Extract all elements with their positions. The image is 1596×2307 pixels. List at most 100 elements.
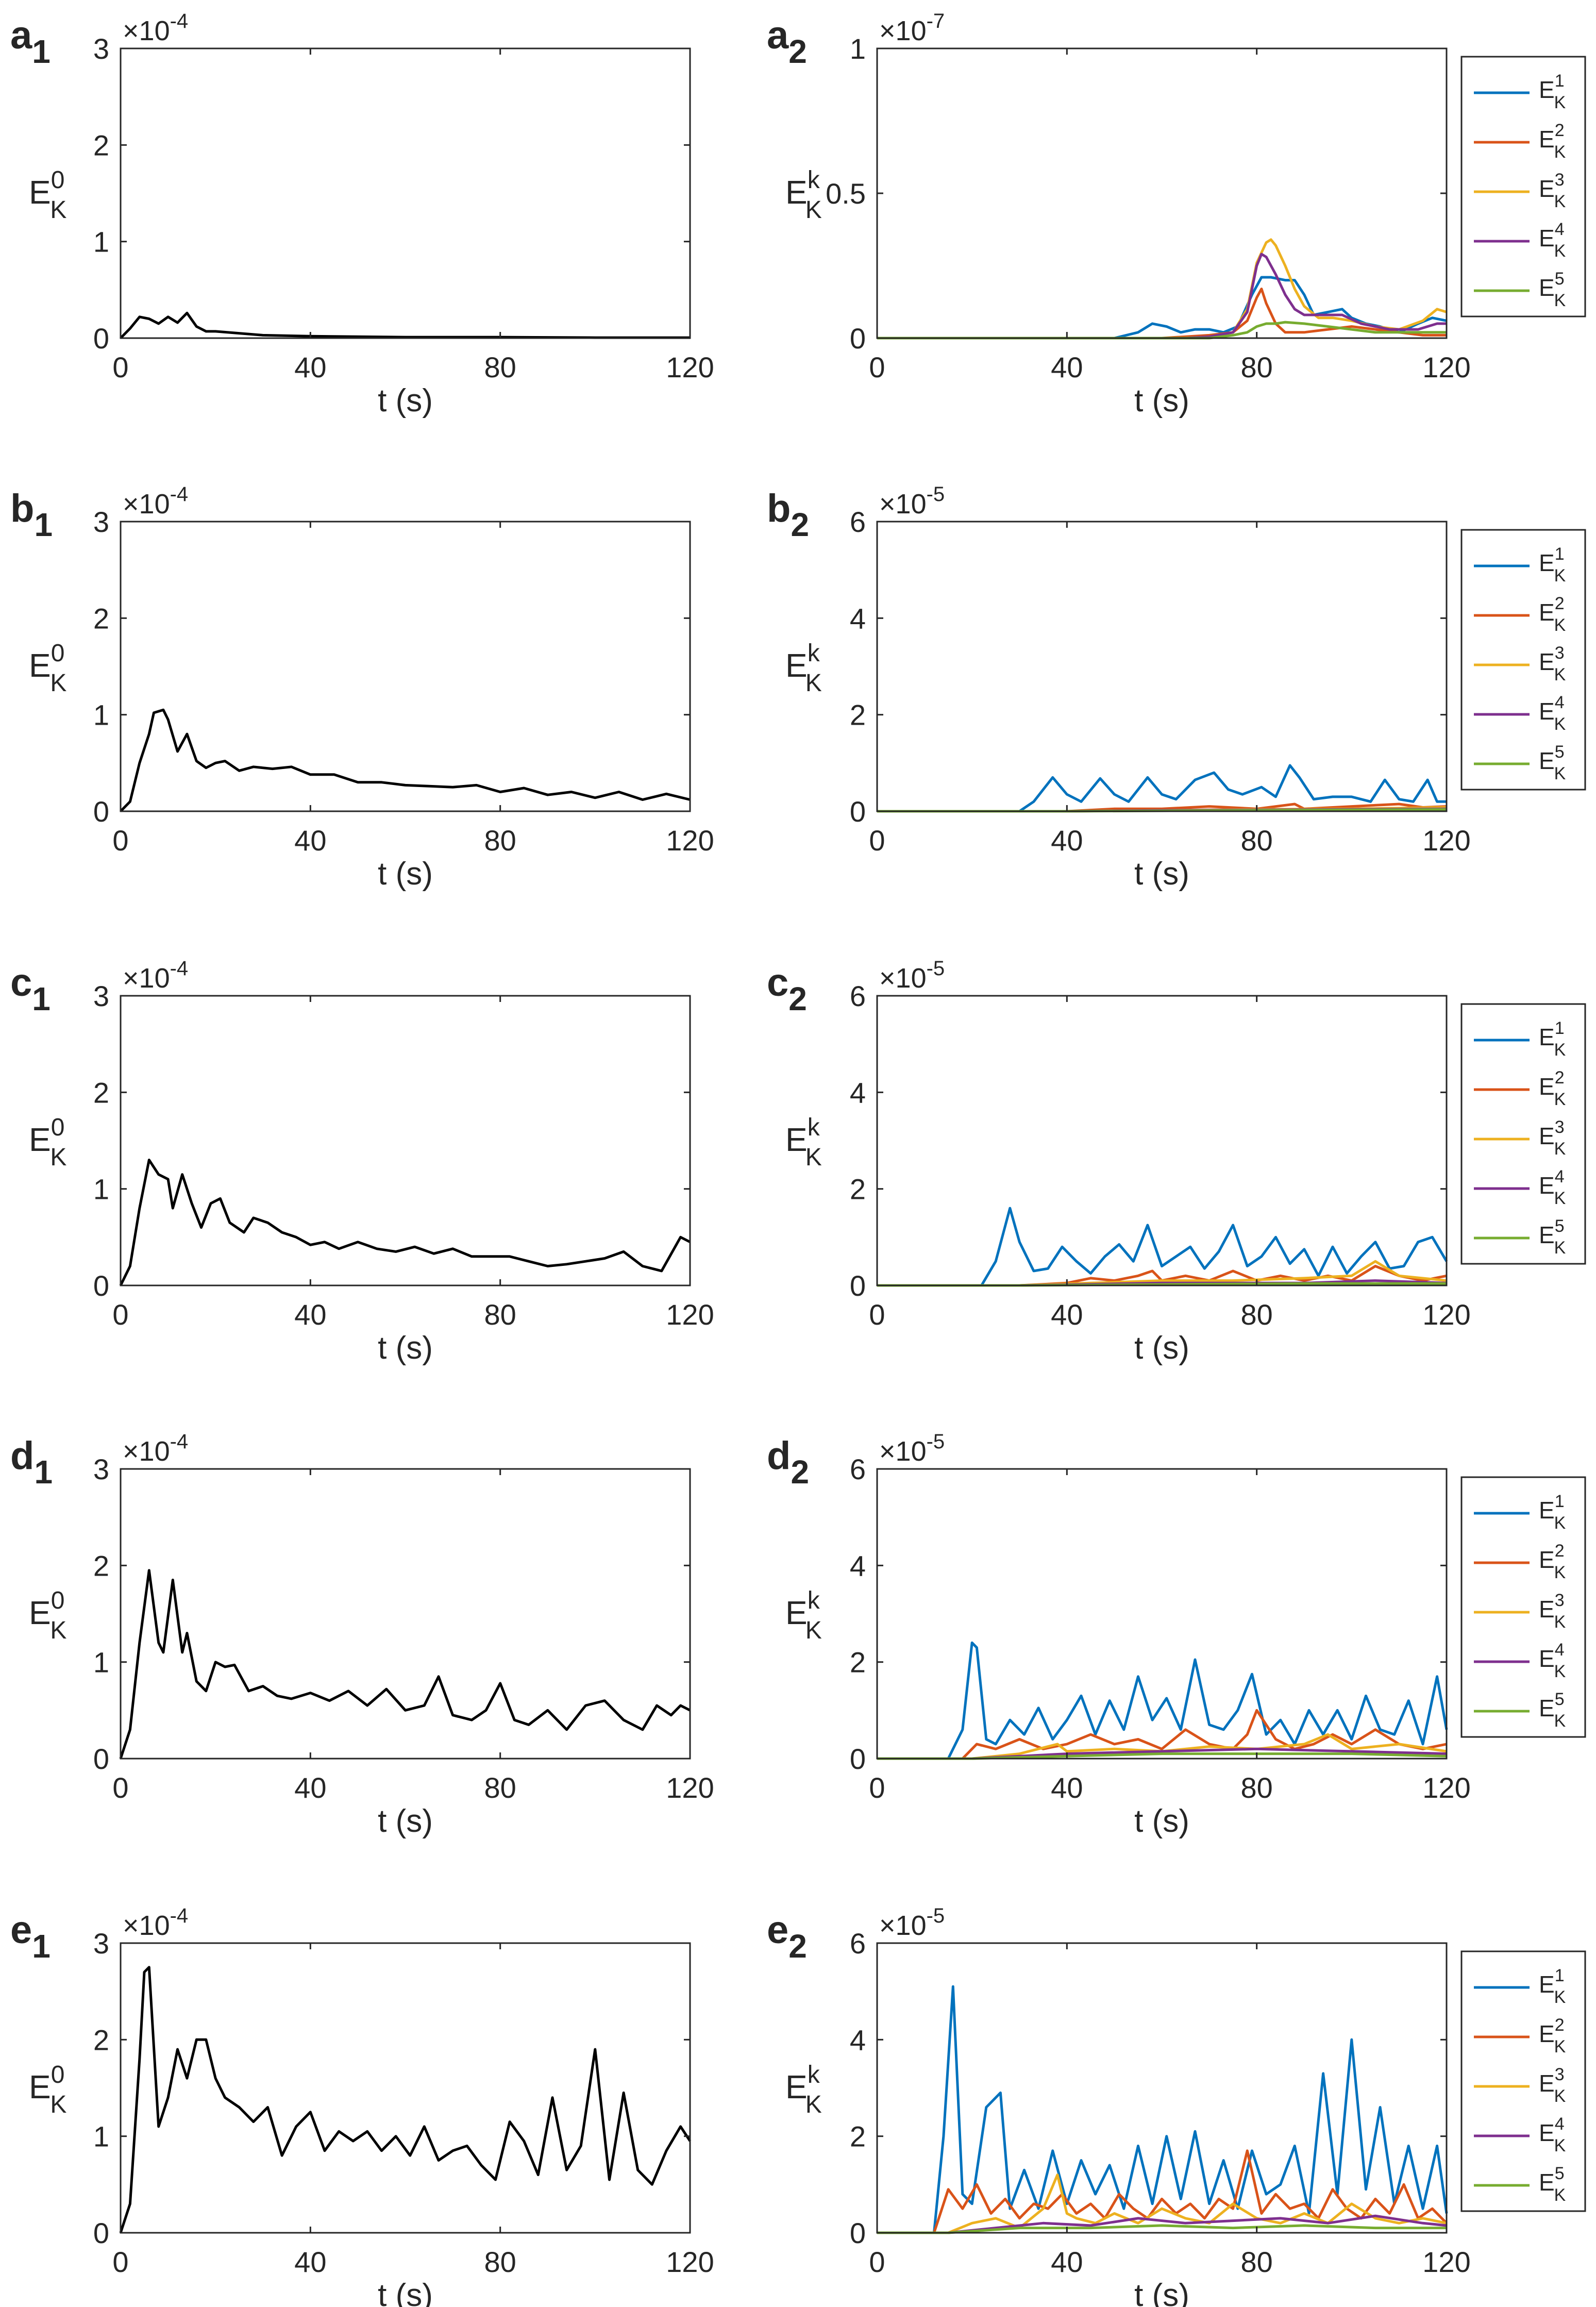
legend-label-sup-c2-1: 1	[1555, 1018, 1565, 1038]
legend-label-base-c2-5: E	[1539, 1222, 1555, 1248]
legend-label-b2-5: E5 K	[1539, 742, 1566, 783]
panel-label-e1: e1	[10, 1908, 51, 1965]
legend-label-sub-c2-2: K	[1554, 1090, 1566, 1109]
legend-label-e2-2: E2 K	[1539, 2015, 1566, 2057]
legend-label-base-a2-1: E	[1539, 76, 1555, 103]
x-tick-label-e1-0: 0	[112, 2246, 128, 2278]
panel-letter-d2: d	[767, 1434, 791, 1478]
y-axis-label-base-c1: E	[29, 1121, 51, 1158]
y-tick-label-b2-6: 6	[850, 506, 866, 538]
y-axis-label-base-b1: E	[29, 647, 51, 684]
plot-area-d1	[121, 1469, 690, 1759]
panel-number-d2: 2	[791, 1453, 809, 1491]
legend-label-base-b2-5: E	[1539, 747, 1555, 774]
legend-label-base-c2-1: E	[1539, 1024, 1555, 1050]
y-multiplier-base-e2: ×10	[879, 1910, 927, 1941]
x-axis-label-e2: t (s)	[1134, 2278, 1189, 2307]
y-axis-label-e1: E0 K	[29, 2061, 66, 2118]
legend-label-d2-4: E4 K	[1539, 1640, 1566, 1681]
y-multiplier-exponent-e2: -5	[927, 1904, 945, 1927]
y-tick-label-c2-4: 4	[850, 1076, 866, 1109]
legend-label-base-a2-3: E	[1539, 175, 1555, 202]
x-axis-label-c2: t (s)	[1134, 1330, 1189, 1366]
x-tick-label-a1-120: 120	[666, 351, 714, 383]
y-multiplier-base-a1: ×10	[123, 15, 170, 46]
panel-label-c2: c2	[767, 961, 807, 1017]
legend-label-base-b2-1: E	[1539, 549, 1555, 576]
legend-label-sub-e2-2: K	[1554, 2037, 1566, 2057]
y-tick-label-e1-3: 3	[93, 1927, 109, 1960]
series-line-a2-E5K	[877, 321, 1447, 340]
panel-number-a1: 1	[32, 33, 51, 70]
panel-number-b1: 1	[34, 506, 53, 543]
x-tick-label-b1-120: 120	[666, 824, 714, 857]
panel-letter-b1: b	[10, 487, 34, 530]
y-axis-label-c1: E0 K	[29, 1114, 66, 1171]
legend-label-b2-3: E3 K	[1539, 643, 1566, 684]
legend-label-base-e2-2: E	[1539, 2020, 1555, 2047]
x-tick-label-d1-80: 80	[484, 1771, 516, 1804]
y-tick-label-a1-2: 2	[93, 129, 109, 161]
y-tick-label-c2-6: 6	[850, 980, 866, 1012]
series-line-e2-E5K	[877, 2224, 1447, 2234]
y-multiplier-exponent-c1: -4	[170, 957, 189, 980]
y-multiplier-exponent-d2: -5	[927, 1430, 945, 1453]
legend-label-sub-c2-4: K	[1554, 1189, 1566, 1208]
x-tick-label-b2-120: 120	[1422, 824, 1470, 857]
y-axis-label-sub-d1: K	[50, 1617, 66, 1644]
legend-label-sup-e2-4: 4	[1555, 2114, 1565, 2134]
y-tick-label-e2-6: 6	[850, 1927, 866, 1960]
legend-label-base-b2-3: E	[1539, 648, 1555, 675]
legend-label-base-a2-2: E	[1539, 126, 1555, 153]
legend-label-sub-a2-2: K	[1554, 142, 1566, 162]
series-line-c1-E0K	[119, 1159, 691, 1286]
y-axis-label-a2: Ek K	[785, 166, 822, 224]
legend-label-base-d2-1: E	[1539, 1497, 1555, 1524]
panel-number-a2: 2	[788, 33, 807, 70]
y-axis-label-sub-a1: K	[50, 196, 66, 224]
legend-label-sub-b2-1: K	[1554, 566, 1566, 586]
panel-letter-a2: a	[767, 13, 789, 57]
x-axis-label-e1: t (s)	[378, 2278, 433, 2307]
x-tick-label-b2-80: 80	[1241, 824, 1273, 857]
legend-label-base-e2-3: E	[1539, 2070, 1555, 2097]
x-tick-label-a1-80: 80	[484, 351, 516, 383]
legend-label-sub-a2-4: K	[1554, 241, 1566, 261]
x-tick-label-b2-40: 40	[1051, 824, 1083, 857]
legend-b2: E1 KE2 KE3 KE4 KE5 K	[1460, 529, 1586, 791]
series-line-a1-E0K	[120, 311, 690, 339]
legend-label-sup-d2-3: 3	[1555, 1591, 1565, 1610]
legend-label-sub-a2-3: K	[1554, 192, 1566, 211]
legend-label-e2-5: E5 K	[1539, 2164, 1566, 2205]
y-tick-label-d2-2: 2	[850, 1646, 866, 1679]
y-tick-label-c1-2: 2	[93, 1076, 109, 1109]
legend-label-sub-d2-4: K	[1554, 1662, 1566, 1681]
y-tick-label-b2-2: 2	[850, 699, 866, 731]
x-tick-label-b1-40: 40	[294, 824, 326, 857]
series-line-d2-E3K	[877, 1733, 1447, 1760]
plot-area-d2	[877, 1469, 1447, 1759]
legend-label-sup-c2-2: 2	[1555, 1068, 1565, 1088]
legend-label-sub-d2-1: K	[1554, 1513, 1566, 1533]
legend-label-b2-2: E2 K	[1539, 594, 1566, 635]
legend-label-a2-2: E2 K	[1539, 121, 1566, 162]
y-tick-label-d2-6: 6	[850, 1453, 866, 1485]
legend-label-sup-b2-1: 1	[1555, 544, 1565, 564]
axes-frame-e2	[876, 1942, 1448, 2234]
y-tick-label-a2-0: 0	[850, 322, 866, 355]
y-tick-label-c1-0: 0	[93, 1269, 109, 1302]
legend-label-sup-c2-4: 4	[1555, 1167, 1565, 1186]
panel-label-a1: a1	[10, 13, 51, 70]
y-axis-label-sub-e1: K	[50, 2091, 66, 2118]
y-tick-label-e1-1: 1	[93, 2120, 109, 2153]
axes-frame-a1	[120, 47, 691, 339]
legend-label-d2-3: E3 K	[1539, 1591, 1566, 1632]
legend-label-sup-e2-2: 2	[1555, 2015, 1565, 2035]
plot-area-c1	[121, 996, 690, 1285]
